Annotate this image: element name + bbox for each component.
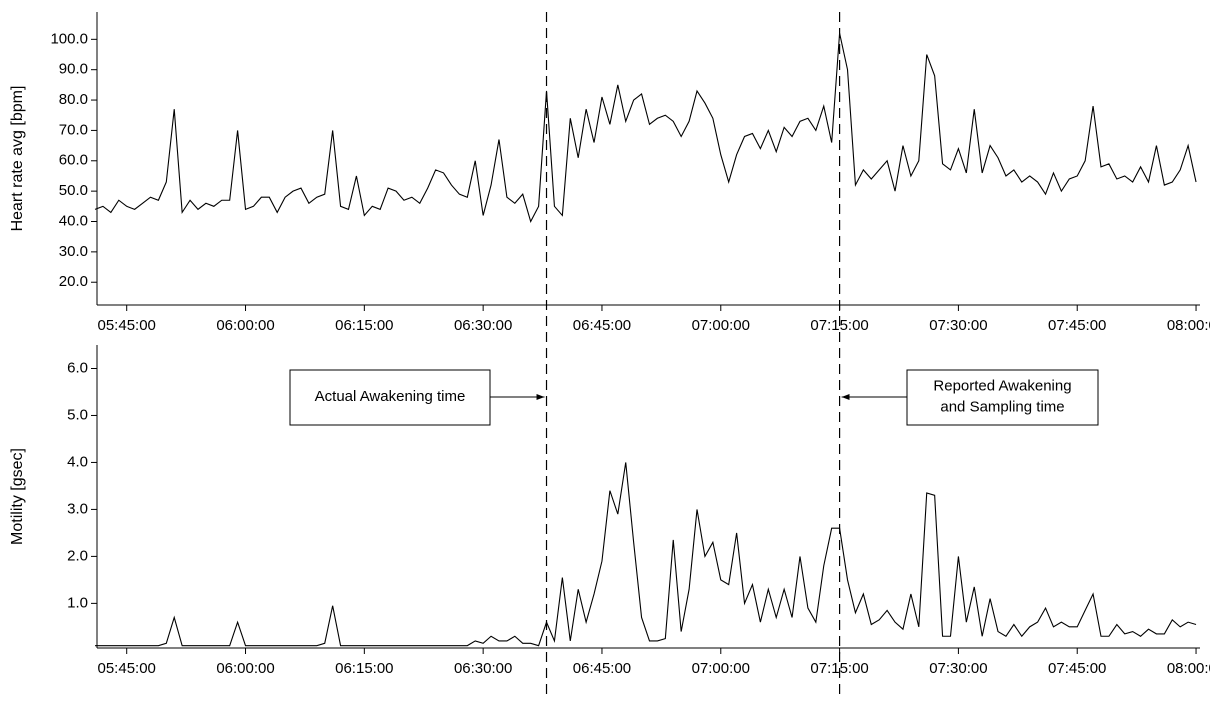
- y-tick-label: 60.0: [59, 152, 88, 169]
- y-tick-label: 50.0: [59, 182, 88, 199]
- y-axis-label: Motility [gsec]: [9, 448, 26, 545]
- x-tick-label: 07:45:00: [1048, 317, 1106, 334]
- annotation-box: [906, 369, 1099, 426]
- x-tick-label: 06:30:00: [454, 660, 512, 677]
- x-tick-label: 06:15:00: [335, 660, 393, 677]
- annotation-box: [289, 369, 491, 426]
- y-tick-label: 3.0: [67, 500, 88, 517]
- y-tick-label: 1.0: [67, 594, 88, 611]
- y-tick-label: 2.0: [67, 547, 88, 564]
- data-line: [95, 462, 1197, 647]
- annotation-text: Reported Awakening: [933, 377, 1071, 394]
- x-tick-label: 05:45:00: [98, 660, 156, 677]
- y-tick-label: 80.0: [59, 91, 88, 108]
- x-tick-label: 07:30:00: [929, 660, 987, 677]
- y-tick-label: 4.0: [67, 453, 88, 470]
- annotation-text: and Sampling time: [940, 398, 1064, 415]
- annotation-text: Actual Awakening time: [315, 388, 466, 405]
- x-tick-label: 06:00:00: [216, 317, 274, 334]
- y-axis-label: Heart rate avg [bpm]: [9, 86, 26, 232]
- y-tick-label: 20.0: [59, 273, 88, 290]
- y-tick-label: 90.0: [59, 61, 88, 78]
- x-tick-label: 06:45:00: [573, 660, 631, 677]
- y-tick-label: 100.0: [50, 30, 88, 47]
- x-tick-label: 05:45:00: [98, 317, 156, 334]
- x-tick-label: 06:15:00: [335, 317, 393, 334]
- data-line: [94, 33, 1197, 223]
- y-tick-label: 70.0: [59, 121, 88, 138]
- x-tick-label: 08:00:00: [1167, 317, 1210, 334]
- x-tick-label: 07:30:00: [929, 317, 987, 334]
- x-tick-label: 07:00:00: [692, 317, 750, 334]
- x-tick-label: 06:00:00: [216, 660, 274, 677]
- x-tick-label: 07:45:00: [1048, 660, 1106, 677]
- y-tick-label: 5.0: [67, 406, 88, 423]
- x-tick-label: 07:00:00: [692, 660, 750, 677]
- y-tick-label: 40.0: [59, 212, 88, 229]
- x-tick-label: 06:30:00: [454, 317, 512, 334]
- y-tick-label: 30.0: [59, 243, 88, 260]
- y-tick-label: 6.0: [67, 359, 88, 376]
- x-tick-label: 08:00:00: [1167, 660, 1210, 677]
- x-tick-label: 06:45:00: [573, 317, 631, 334]
